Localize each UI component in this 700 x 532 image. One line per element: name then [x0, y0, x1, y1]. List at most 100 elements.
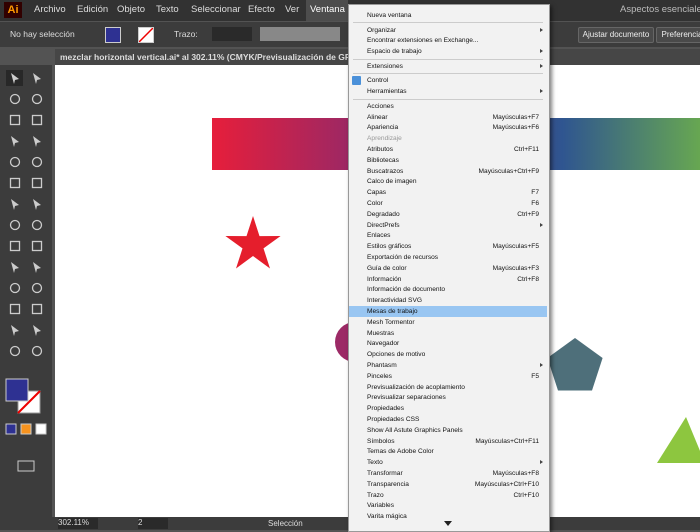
tool-icon[interactable]	[9, 240, 21, 252]
menu-item[interactable]: Mesh Tormentor	[349, 317, 547, 328]
menu-item[interactable]: Alinear Mayúsculas+F7	[349, 112, 547, 123]
menu-item[interactable]: Objeto	[117, 4, 145, 15]
menu-item[interactable]: Calco de imagen	[349, 176, 547, 187]
tool-icon[interactable]	[9, 345, 21, 357]
tool-icon[interactable]	[35, 423, 47, 435]
stroke-dropdown[interactable]	[260, 27, 340, 41]
menu-item[interactable]: Mesas de trabajo	[349, 306, 547, 317]
menu-item[interactable]: Capas F7	[349, 187, 547, 198]
tool-icon[interactable]	[31, 282, 43, 294]
button[interactable]: Preferencia	[656, 27, 700, 43]
menu-item[interactable]: Información de documento	[349, 284, 547, 295]
tool-icon[interactable]	[17, 390, 41, 414]
triangle[interactable]	[657, 417, 700, 463]
menu-item[interactable]: Navegador	[349, 338, 547, 349]
menu-item[interactable]: Varita mágica	[349, 511, 547, 522]
menu-item[interactable]: Trazo Ctrl+F10	[349, 490, 547, 501]
menu-item[interactable]: Ver	[285, 4, 300, 15]
document-title[interactable]: mezclar horizontal vertical.ai* al 302.1…	[60, 52, 360, 62]
menu-item[interactable]: Ventana	[310, 4, 345, 15]
star[interactable]	[225, 216, 281, 269]
tool-icon[interactable]	[9, 219, 21, 231]
tool-icon[interactable]	[9, 93, 21, 105]
tool-icon[interactable]	[33, 73, 41, 84]
menu-item[interactable]: Temas de Adobe Color	[349, 446, 547, 457]
pentagon[interactable]	[547, 338, 603, 391]
tool-icon[interactable]	[33, 199, 41, 210]
menu-item[interactable]: Variables	[349, 500, 547, 511]
menu-item[interactable]: Show All Astute Graphics Panels	[349, 425, 547, 436]
menu-item[interactable]: Enlaces	[349, 230, 547, 241]
fill-swatch[interactable]	[105, 27, 121, 43]
menu-item[interactable]: Texto	[349, 457, 547, 468]
tool-icon[interactable]	[11, 73, 19, 84]
menu-item[interactable]: Bibliotecas	[349, 155, 547, 166]
menu-item[interactable]: Transparencia Mayúsculas+Ctrl+F10	[349, 479, 547, 490]
menu-item[interactable]: Herramientas	[349, 86, 547, 97]
tool-icon[interactable]	[11, 199, 19, 210]
menu-item[interactable]: Interactividad SVG	[349, 295, 547, 306]
app-logo[interactable]: Ai	[4, 2, 22, 18]
tool-icon[interactable]	[5, 378, 29, 402]
menu-item[interactable]: Exportación de recursos	[349, 252, 547, 263]
stroke-swatch[interactable]	[138, 27, 154, 43]
menu-item[interactable]: Degradado Ctrl+F9	[349, 209, 547, 220]
tool-icon[interactable]	[9, 282, 21, 294]
menu-item[interactable]: Phantasm	[349, 360, 547, 371]
menu-item[interactable]: Acciones	[349, 101, 547, 112]
menu-item[interactable]: Buscatrazos Mayúsculas+Ctrl+F9	[349, 166, 547, 177]
menu-item[interactable]: Control	[349, 75, 547, 86]
menu-item[interactable]: Encontrar extensiones en Exchange...	[349, 35, 547, 46]
tool-icon[interactable]	[9, 114, 21, 126]
menu-item[interactable]: Seleccionar	[191, 4, 241, 15]
menu-item[interactable]: Efecto	[248, 4, 275, 15]
menu-item[interactable]: Propiedades CSS	[349, 414, 547, 425]
button[interactable]: Ajustar documento	[578, 27, 654, 43]
menu-item[interactable]: Extensiones	[349, 61, 547, 72]
menu-item[interactable]: DirectPrefs	[349, 220, 547, 231]
tool-icon[interactable]	[11, 136, 19, 147]
menu-item[interactable]: Texto	[156, 4, 179, 15]
tool-icon[interactable]	[31, 177, 43, 189]
menu-item[interactable]: Estilos gráficos Mayúsculas+F5	[349, 241, 547, 252]
menu-item[interactable]: Guía de color Mayúsculas+F3	[349, 263, 547, 274]
zoom-field[interactable]: 302.11%	[58, 518, 98, 529]
menu-item[interactable]: Pinceles F5	[349, 371, 547, 382]
menu-item[interactable]: Nueva ventana	[349, 10, 547, 21]
menu-item[interactable]: Muestras	[349, 328, 547, 339]
menu-item[interactable]: Apariencia Mayúsculas+F6	[349, 122, 547, 133]
tool-icon[interactable]	[31, 240, 43, 252]
tool-icon[interactable]	[33, 262, 41, 273]
artboard-field[interactable]: 2	[138, 518, 168, 529]
tool-icon[interactable]	[9, 303, 21, 315]
tool-icon[interactable]	[33, 136, 41, 147]
tool-icon[interactable]	[11, 262, 19, 273]
stroke-input[interactable]	[212, 27, 252, 41]
tool-icon[interactable]	[31, 219, 43, 231]
menu-item[interactable]: Atributos Ctrl+F11	[349, 144, 547, 155]
menu-item[interactable]: Edición	[77, 4, 109, 15]
tool-icon[interactable]	[31, 156, 43, 168]
scroll-arrow[interactable]	[444, 521, 452, 527]
menu-item[interactable]: Información Ctrl+F8	[349, 274, 547, 285]
tool-icon[interactable]	[33, 325, 41, 336]
menu-item[interactable]: Transformar Mayúsculas+F8	[349, 468, 547, 479]
tool-icon[interactable]	[31, 303, 43, 315]
tool-icon[interactable]	[17, 460, 35, 472]
menu-item[interactable]: Símbolos Mayúsculas+Ctrl+F11	[349, 436, 547, 447]
menu-item[interactable]: Espacio de trabajo	[349, 46, 547, 57]
tool-icon[interactable]	[5, 423, 17, 435]
tool-icon[interactable]	[11, 325, 19, 336]
tool-icon[interactable]	[31, 345, 43, 357]
menu-item[interactable]: Previsualizar separaciones	[349, 392, 547, 403]
workspace-label[interactable]: Aspectos esenciales	[620, 4, 700, 15]
tool-icon[interactable]	[31, 93, 43, 105]
menu-item[interactable]: Organizar	[349, 25, 547, 36]
menu-item[interactable]: Opciones de motivo	[349, 349, 547, 360]
tool-icon[interactable]	[31, 114, 43, 126]
tool-icon[interactable]	[9, 156, 21, 168]
menu-item[interactable]: Archivo	[34, 4, 66, 15]
tool-icon[interactable]	[20, 423, 32, 435]
menu-item[interactable]: Color F6	[349, 198, 547, 209]
menu-item[interactable]: Propiedades	[349, 403, 547, 414]
